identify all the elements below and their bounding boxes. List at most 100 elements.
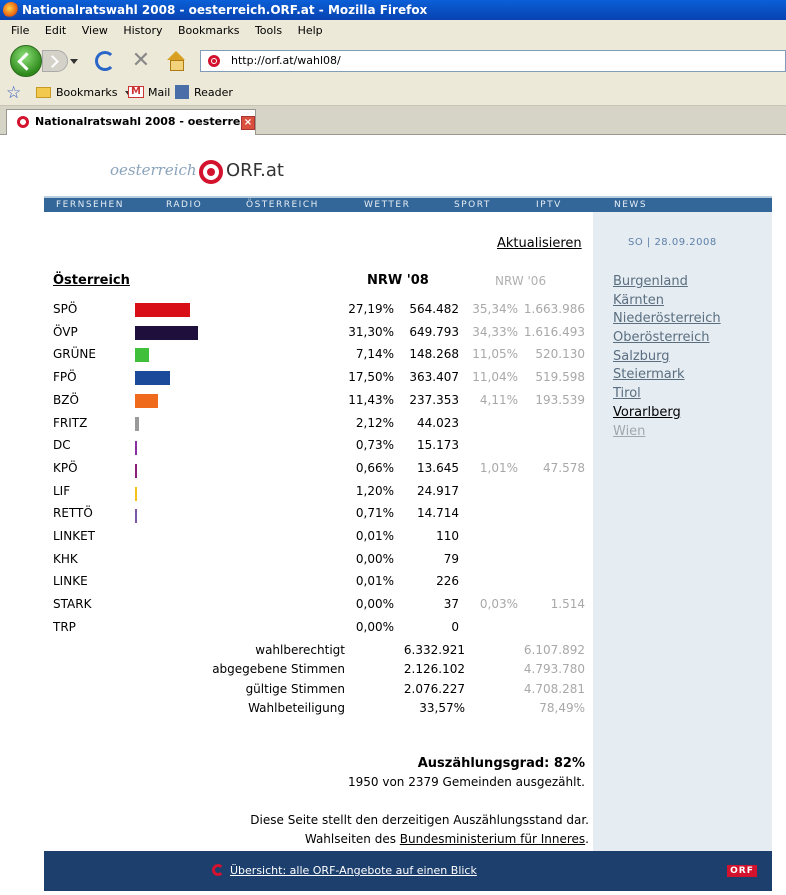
nav-iptv[interactable]: IPTV — [536, 200, 562, 210]
votes-2008: 13.645 — [417, 460, 459, 475]
region-link[interactable]: Steiermark — [613, 367, 685, 383]
results-panel — [44, 212, 593, 851]
menu-history[interactable]: History — [123, 24, 163, 37]
region-link[interactable]: Vorarlberg — [613, 404, 681, 420]
menu-bookmarks[interactable]: Bookmarks — [177, 24, 240, 37]
logo-prefix[interactable]: oesterreich — [110, 161, 197, 179]
region-link[interactable]: Salzburg — [613, 348, 670, 364]
vote-share-bar — [135, 325, 198, 340]
close-tab-icon[interactable]: × — [241, 116, 255, 130]
footer-overview-link[interactable]: Übersicht: alle ORF-Angebote auf einen B… — [230, 864, 477, 877]
menu-file[interactable]: File — [11, 24, 30, 37]
region-link[interactable]: Wien — [613, 423, 646, 439]
stat-label: gültige Stimmen — [245, 681, 345, 696]
results-title[interactable]: Österreich — [53, 273, 130, 288]
history-dropdown-icon[interactable] — [70, 59, 78, 64]
home-icon[interactable] — [166, 51, 186, 71]
percent-2006: 4,11% — [479, 392, 518, 407]
back-arrow-icon[interactable] — [10, 45, 42, 77]
tab-favicon-icon — [17, 116, 29, 128]
bookmarks-folder[interactable]: Bookmarks — [36, 80, 132, 106]
region-link[interactable]: Burgenland — [613, 274, 688, 289]
votes-2008: 44.023 — [417, 415, 459, 430]
votes-2008: 148.268 — [409, 347, 459, 362]
votes-2008: 110 — [436, 529, 459, 543]
bookmark-reader[interactable]: Reader — [175, 80, 233, 106]
table-row: LINKET 0,01% 110 — [0, 529, 786, 549]
table-row: DC 0,73% 15.173 — [0, 438, 786, 458]
orf-badge[interactable]: ORF — [727, 865, 757, 877]
votes-2006: 1.663.986 — [523, 302, 585, 316]
menu-tools[interactable]: Tools — [254, 24, 283, 37]
table-row: STARK 0,00% 37 0,03% 1.514 — [0, 597, 786, 617]
bookmark-star-icon[interactable]: ☆ — [6, 83, 22, 103]
table-row: RETTÖ 0,71% 14.714 — [0, 506, 786, 526]
percent-2008: 2,12% — [355, 415, 394, 430]
disclaimer-suffix: . — [585, 832, 589, 846]
vote-share-bar — [135, 463, 137, 478]
vote-share-bar — [135, 348, 149, 363]
stat-2006: 4.708.281 — [523, 681, 585, 696]
stat-label: abgegebene Stimmen — [212, 662, 345, 677]
stat-2008: 33,57% — [419, 700, 465, 715]
column-header-nrw06: NRW '06 — [495, 274, 547, 288]
votes-2008: 24.917 — [417, 483, 459, 498]
stat-row: Wahlbeteiligung 33,57% 78,49% — [0, 701, 786, 719]
nav-sport[interactable]: SPORT — [454, 200, 491, 210]
region-link[interactable]: Kärnten — [613, 292, 664, 308]
logo-orf[interactable]: ORF.at — [226, 160, 284, 181]
party-name: FRITZ — [53, 415, 88, 430]
nav-radio[interactable]: RADIO — [166, 200, 203, 210]
orf-logo-icon[interactable] — [199, 160, 223, 184]
party-name: STARK — [53, 597, 92, 612]
stat-2006: 4.793.780 — [523, 662, 585, 677]
region-link[interactable]: Oberösterreich — [613, 330, 710, 346]
refresh-link[interactable]: Aktualisieren — [497, 236, 582, 251]
region-link[interactable]: Niederösterreich — [613, 311, 721, 327]
ministry-link[interactable]: Bundesministerium für Inneres — [399, 832, 586, 846]
bookmarks-toolbar: ☆ Bookmarks M Mail Reader — [0, 80, 786, 106]
party-name: LINKE — [53, 574, 88, 589]
nav-fernsehen[interactable]: FERNSEHEN — [56, 200, 124, 210]
party-name: BZÖ — [53, 392, 79, 407]
votes-2006: 519.598 — [535, 370, 585, 385]
stop-icon[interactable]: ✕ — [131, 48, 151, 73]
votes-2008: 0 — [451, 619, 459, 634]
vote-share-bar — [135, 416, 139, 431]
percent-2008: 31,30% — [348, 324, 394, 339]
percent-2006: 34,33% — [472, 324, 518, 339]
site-nav: FERNSEHEN RADIO ÖSTERREICH WETTER SPORT … — [44, 198, 772, 212]
stat-row: abgegebene Stimmen 2.126.102 4.793.780 — [0, 662, 786, 680]
url-bar[interactable]: http://orf.at/wahl08/ — [200, 50, 786, 72]
folder-icon — [36, 86, 51, 98]
party-name: DC — [53, 438, 71, 453]
nav-news[interactable]: NEWS — [614, 200, 648, 210]
table-row: TRP 0,00% 0 — [0, 620, 786, 640]
count-progress: Auszählungsgrad: 82% — [417, 756, 585, 771]
percent-2008: 0,00% — [355, 619, 394, 634]
tab-active[interactable]: Nationalratswahl 2008 - oesterre... × — [6, 109, 256, 135]
forward-arrow-icon[interactable] — [42, 50, 68, 72]
menu-view[interactable]: View — [81, 24, 108, 37]
stat-label: Wahlbeteiligung — [248, 700, 345, 715]
menu-help[interactable]: Help — [297, 24, 323, 37]
percent-2006: 35,34% — [472, 302, 518, 316]
party-name: LIF — [53, 483, 71, 498]
regions-sidebar — [593, 212, 772, 851]
votes-2008: 237.353 — [409, 392, 459, 407]
party-name: LINKET — [53, 529, 95, 543]
table-row: GRÜNE 7,14% 148.268 11,05% 520.130 — [0, 347, 786, 367]
nav-wetter[interactable]: WETTER — [364, 200, 411, 210]
bookmark-mail[interactable]: M Mail — [128, 80, 170, 106]
reload-icon[interactable] — [95, 51, 115, 71]
table-row: SPÖ 27,19% 564.482 35,34% 1.663.986 — [0, 302, 786, 322]
percent-2008: 0,00% — [355, 597, 394, 612]
percent-2006: 1,01% — [479, 460, 518, 475]
percent-2006: 11,04% — [472, 370, 518, 385]
nav-oesterreich[interactable]: ÖSTERREICH — [246, 200, 319, 210]
table-row: LINKE 0,01% 226 — [0, 574, 786, 594]
party-name: RETTÖ — [53, 506, 93, 521]
region-link[interactable]: Tirol — [613, 386, 641, 402]
menu-edit[interactable]: Edit — [44, 24, 67, 37]
votes-2008: 649.793 — [409, 324, 459, 339]
